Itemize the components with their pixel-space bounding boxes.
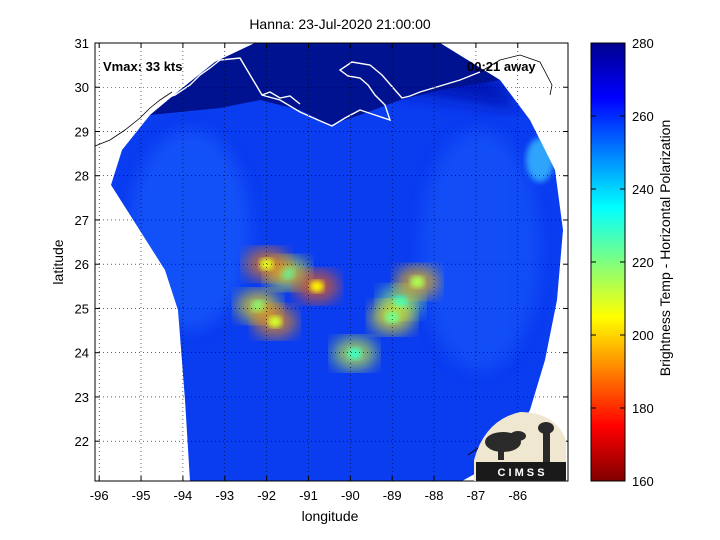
colorbar-tick-label: 280	[632, 36, 654, 51]
x-tick-label: -90	[341, 488, 360, 503]
feature-core	[385, 311, 400, 324]
x-tick-label: -87	[467, 488, 486, 503]
y-tick-label: 29	[75, 124, 89, 139]
colorbar-axis: 160 180 200 220 240 260 280	[591, 36, 654, 489]
colorbar-tick-label: 260	[632, 109, 654, 124]
x-axis: -96 -95 -94 -93 -92 -91 -90 -89 -88 -87 -86	[90, 43, 527, 503]
colorbar-tick-label: 180	[632, 401, 654, 416]
x-tick-label: -92	[257, 488, 276, 503]
vmax-annotation: Vmax: 33 kts	[103, 59, 183, 74]
land-top	[150, 43, 500, 125]
x-tick-label: -91	[299, 488, 318, 503]
feature-core	[347, 347, 362, 360]
colorbar-tick-label: 160	[632, 474, 654, 489]
y-tick-label: 23	[75, 390, 89, 405]
y-tick-label: 30	[75, 80, 89, 95]
y-tick-label: 28	[75, 169, 89, 184]
x-tick-label: -88	[425, 488, 444, 503]
y-tick-label: 25	[75, 301, 89, 316]
x-tick-label: -86	[508, 488, 527, 503]
x-tick-label: -93	[215, 488, 234, 503]
y-tick-label: 22	[75, 434, 89, 449]
x-tick-label: -95	[132, 488, 151, 503]
time-away-annotation: 00:21 away	[467, 59, 536, 74]
logo-text: C I M S S	[497, 467, 544, 479]
coastline	[94, 57, 481, 147]
colorbar-tick-label: 200	[632, 328, 654, 343]
cimss-logo: C I M S S	[474, 412, 566, 481]
plot-frame	[94, 42, 569, 482]
y-tick-label: 24	[75, 346, 89, 361]
colorbar-tick-label: 220	[632, 255, 654, 270]
feature-core	[259, 258, 274, 271]
y-axis: 22 23 24 25 26 27 28 29 30 31	[75, 36, 568, 449]
y-tick-label: 26	[75, 257, 89, 272]
feature-core	[410, 275, 425, 288]
swath-cool-right	[420, 130, 540, 370]
warm-features	[236, 248, 440, 370]
x-axis-label: longitude	[302, 508, 359, 524]
colorbar-tick-label: 240	[632, 182, 654, 197]
x-tick-label: -96	[90, 488, 109, 503]
colorbar	[590, 42, 626, 482]
y-axis-label: latitude	[50, 239, 66, 284]
colorbar-label: Brightness Temp - Horizontal Polarizatio…	[657, 120, 673, 377]
feature-core	[267, 315, 282, 328]
swath	[111, 43, 563, 481]
x-tick-label: -89	[383, 488, 402, 503]
feature-core	[309, 280, 324, 293]
chart-title: Hanna: 23-Jul-2020 21:00:00	[249, 16, 431, 32]
y-tick-label: 27	[75, 213, 89, 228]
x-tick-label: -94	[174, 488, 193, 503]
y-tick-label: 31	[75, 36, 89, 51]
